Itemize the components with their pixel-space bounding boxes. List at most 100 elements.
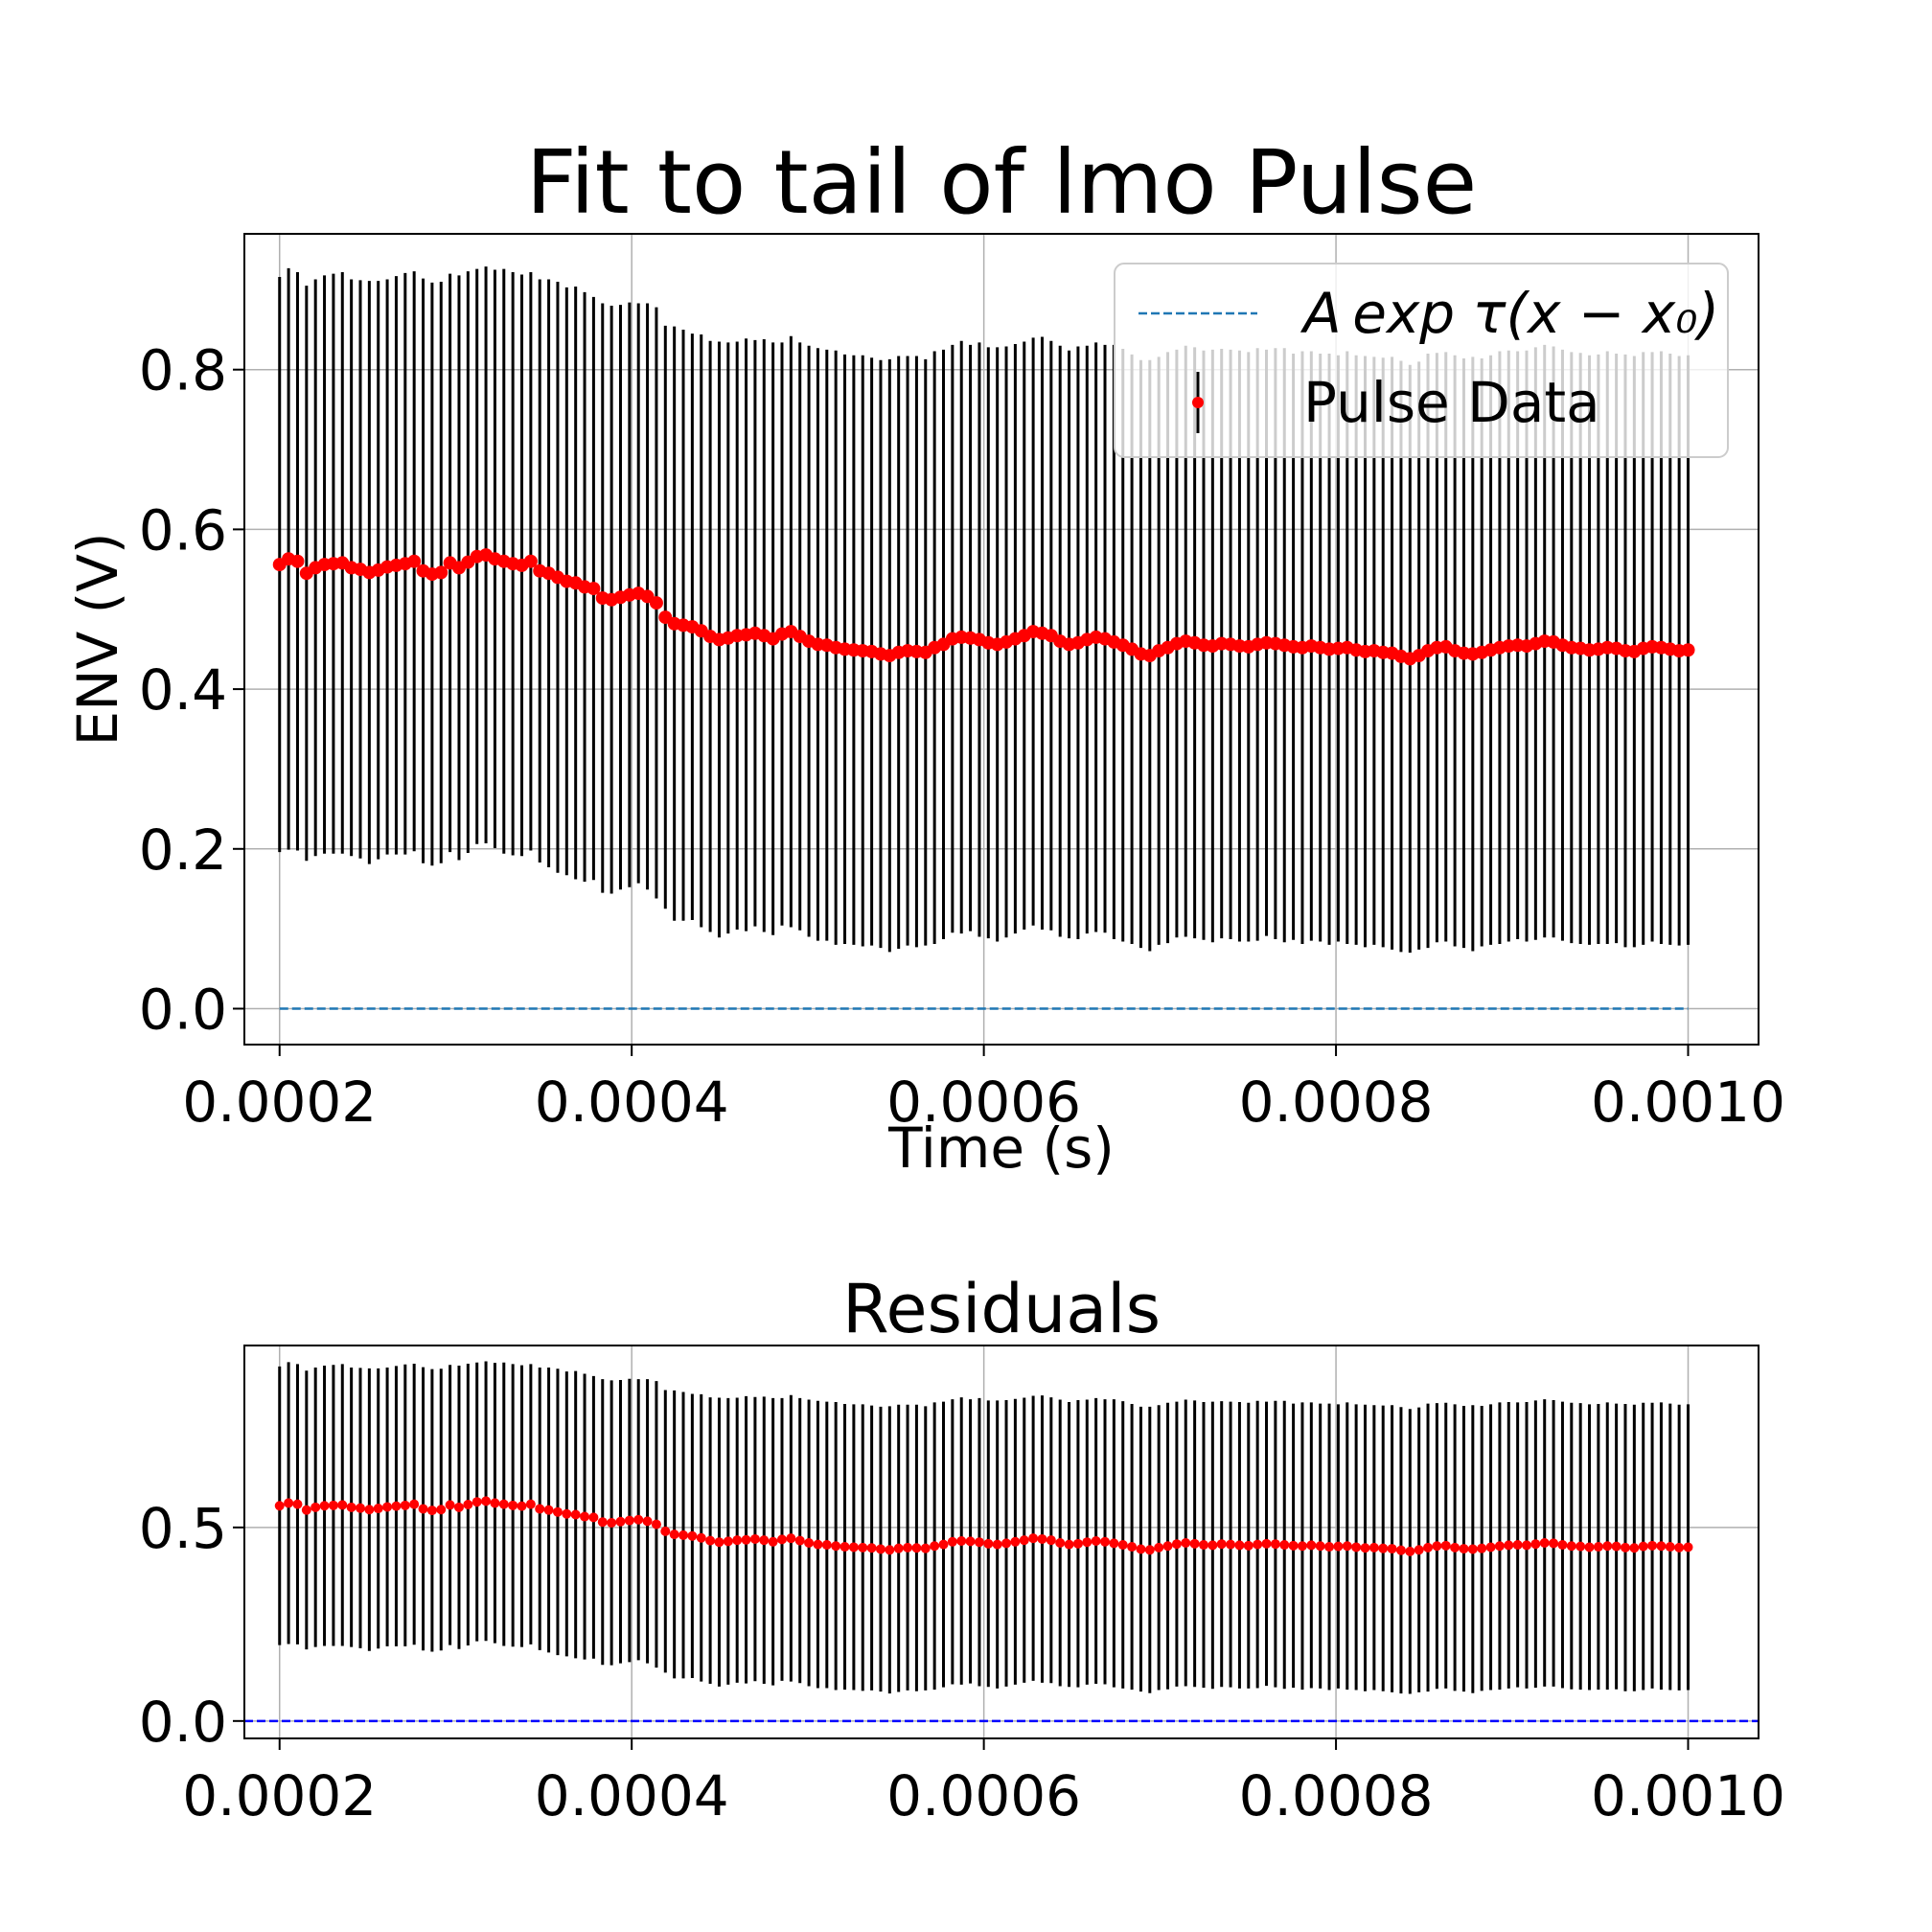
- data-point: [337, 1500, 348, 1510]
- main-legend: A exp τ(x − x₀) Pulse Data: [1114, 263, 1729, 458]
- data-point: [1620, 1542, 1630, 1552]
- data-point: [920, 1543, 931, 1553]
- data-point: [1100, 1536, 1111, 1547]
- data-point: [1387, 1544, 1397, 1554]
- data-point: [1001, 1538, 1012, 1549]
- data-point: [1584, 1542, 1595, 1552]
- data-point: [1082, 1537, 1092, 1548]
- data-point: [911, 1543, 922, 1553]
- legend-data-marker: [1192, 397, 1204, 408]
- data-point: [319, 1501, 330, 1511]
- data-point: [1253, 1539, 1263, 1550]
- data-point: [786, 1533, 796, 1544]
- data-point: [1432, 1541, 1442, 1552]
- y-tick-label: 0.8: [139, 338, 227, 403]
- data-point: [382, 1502, 393, 1512]
- x-tick-label: 0.0010: [1591, 1763, 1785, 1828]
- data-point: [1315, 1541, 1325, 1552]
- data-point: [714, 1537, 724, 1548]
- data-point: [453, 1502, 464, 1512]
- data-point: [490, 1498, 500, 1508]
- y-tick-label: 0.0: [139, 977, 227, 1042]
- data-point: [965, 1536, 976, 1547]
- data-point: [1243, 1540, 1254, 1551]
- data-point: [607, 1518, 617, 1529]
- data-point: [570, 1509, 581, 1520]
- data-point: [525, 1499, 536, 1509]
- data-point: [1198, 1540, 1208, 1551]
- data-point: [1028, 1533, 1039, 1544]
- data-point: [1414, 1545, 1424, 1555]
- data-point: [1037, 1533, 1047, 1544]
- residuals-title: Residuals: [842, 1270, 1161, 1348]
- data-point: [687, 1530, 698, 1541]
- data-point: [1019, 1535, 1029, 1546]
- data-point: [1144, 1545, 1155, 1555]
- data-point: [1234, 1540, 1245, 1551]
- data-point: [1261, 1538, 1272, 1549]
- data-point: [732, 1535, 743, 1546]
- data-point: [1504, 1540, 1514, 1551]
- data-point: [1611, 1541, 1622, 1552]
- data-point: [586, 582, 601, 596]
- x-tick-label: 0.0006: [886, 1763, 1081, 1828]
- data-point: [1477, 1543, 1487, 1553]
- data-point: [301, 1505, 311, 1515]
- data-point: [678, 1530, 689, 1540]
- data-point: [1629, 1543, 1640, 1553]
- residuals-y-ticks: 0.0 0.5: [139, 1496, 244, 1755]
- data-point: [866, 1543, 877, 1553]
- data-point: [580, 1511, 590, 1522]
- data-point: [1638, 1541, 1648, 1552]
- data-point: [1189, 1538, 1200, 1549]
- main-y-axis-label: ENV (V): [65, 532, 130, 746]
- data-point: [407, 554, 422, 568]
- data-point: [1306, 1540, 1317, 1551]
- data-point: [1162, 1541, 1173, 1552]
- data-point: [1539, 1538, 1550, 1549]
- data-point: [597, 1517, 608, 1528]
- data-point: [651, 1519, 661, 1530]
- data-point: [1046, 1535, 1056, 1546]
- y-tick-label: 0.6: [139, 497, 227, 563]
- data-point: [445, 1500, 455, 1510]
- data-point: [1208, 1540, 1218, 1551]
- data-point: [821, 1540, 832, 1551]
- x-tick-label: 0.0008: [1239, 1763, 1434, 1828]
- data-point: [1602, 1541, 1613, 1552]
- data-point: [1288, 1540, 1299, 1551]
- data-point: [373, 1504, 383, 1514]
- data-point: [498, 1499, 509, 1509]
- data-point: [1512, 1540, 1523, 1551]
- data-point: [1647, 1540, 1658, 1551]
- data-point: [649, 596, 663, 610]
- data-point: [930, 1541, 940, 1552]
- data-point: [1055, 1538, 1066, 1549]
- data-point: [633, 1514, 644, 1525]
- residuals-x-ticks: 0.0002 0.0004 0.0006 0.0008 0.0010: [182, 1738, 1785, 1828]
- data-point: [983, 1538, 994, 1549]
- data-point: [1467, 1544, 1478, 1554]
- residuals-data-points: [274, 1496, 1693, 1556]
- data-point: [1405, 1546, 1415, 1556]
- data-point: [1171, 1539, 1182, 1550]
- data-point: [523, 554, 538, 568]
- y-tick-label: 0.4: [139, 657, 227, 723]
- data-point: [1522, 1540, 1532, 1551]
- data-point: [588, 1512, 599, 1523]
- x-tick-label: 0.0008: [1239, 1070, 1434, 1135]
- data-point: [813, 1539, 823, 1550]
- data-point: [463, 1500, 473, 1510]
- data-point: [1333, 1541, 1344, 1552]
- data-point: [1378, 1543, 1389, 1553]
- data-point: [1010, 1536, 1021, 1547]
- data-point: [1485, 1542, 1496, 1552]
- data-point: [1072, 1538, 1083, 1549]
- data-point: [535, 1504, 545, 1514]
- main-data-points: [272, 548, 1695, 666]
- data-point: [292, 1499, 303, 1509]
- data-point: [1494, 1541, 1505, 1552]
- data-point: [1450, 1542, 1460, 1552]
- legend-data-label: Pulse Data: [1303, 370, 1600, 435]
